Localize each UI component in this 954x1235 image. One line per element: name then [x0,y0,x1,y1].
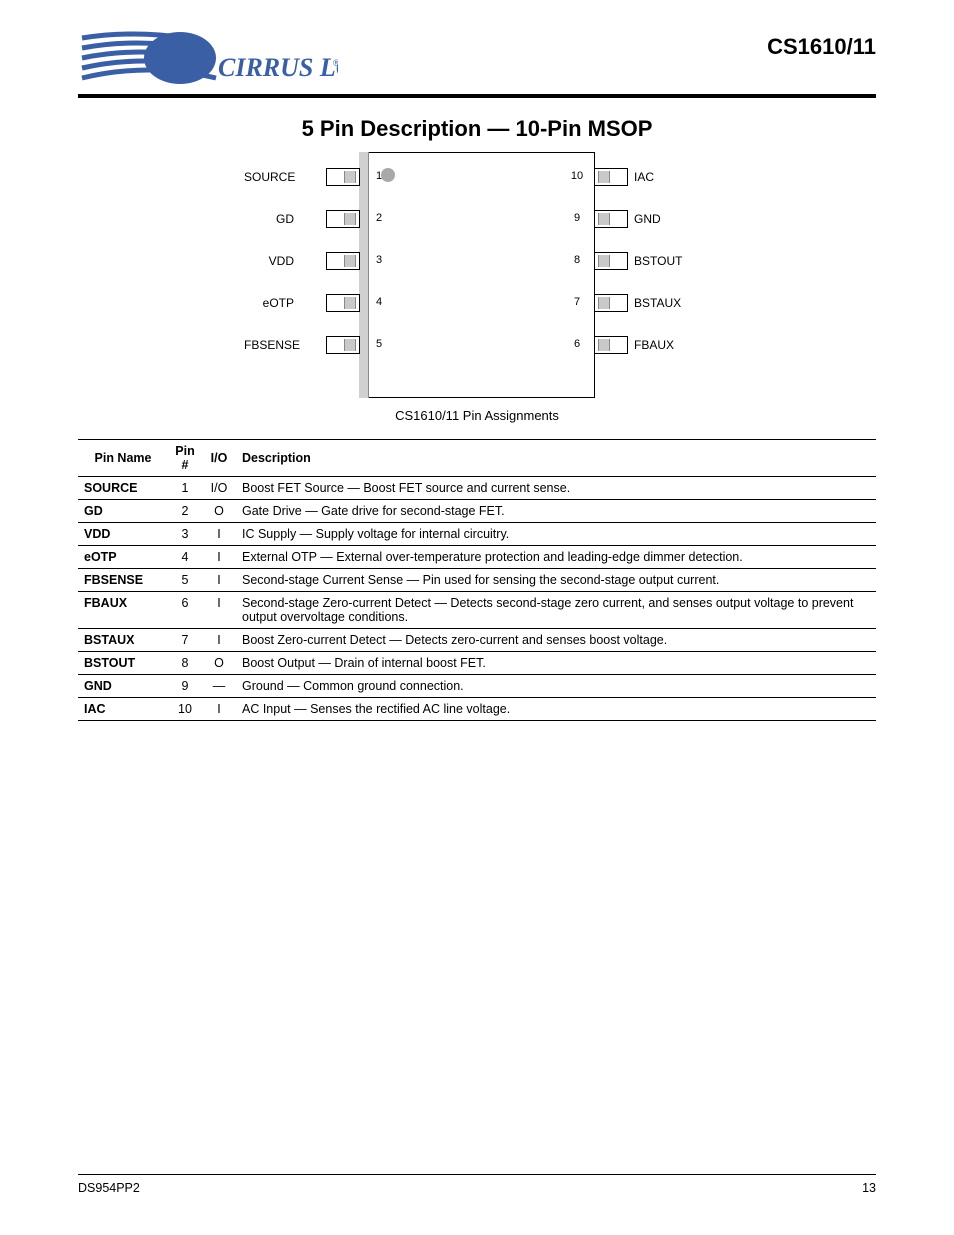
pin-number: 6 [570,338,584,350]
pin-number: 9 [570,212,584,224]
pin-number: 1 [372,170,386,182]
table-row: SOURCE1I/OBoost FET Source — Boost FET s… [78,477,876,500]
cell-desc: AC Input — Senses the rectified AC line … [236,698,876,721]
pin-label: VDD [244,254,294,268]
th-pin-name: Pin Name [78,440,168,477]
chip-pin [326,336,360,354]
chip-pin [594,210,628,228]
company-logo: CIRRUS LOGIC ® [78,28,338,88]
th-desc: Description [236,440,876,477]
cell-pin-num: 7 [168,629,202,652]
cell-desc: Second-stage Current Sense — Pin used fo… [236,569,876,592]
table-row: BSTOUT8OBoost Output — Drain of internal… [78,652,876,675]
cell-io: I/O [202,477,236,500]
cell-io: I [202,698,236,721]
cell-pin-name: eOTP [78,546,168,569]
cell-io: O [202,500,236,523]
pin-number: 5 [372,338,386,350]
table-row: GND9—Ground — Common ground connection. [78,675,876,698]
pin-label: eOTP [244,296,294,310]
table-row: BSTAUX7IBoost Zero-current Detect — Dete… [78,629,876,652]
cell-desc: Boost FET Source — Boost FET source and … [236,477,876,500]
pin-number: 3 [372,254,386,266]
pin-label: GD [244,212,294,226]
cell-pin-num: 4 [168,546,202,569]
pin-number: 4 [372,296,386,308]
chip-pin [594,252,628,270]
chip-diagram: SOURCE1GD2VDD3eOTP4FBSENSE5IAC10GND9BSTO… [302,152,652,398]
cell-pin-num: 1 [168,477,202,500]
cell-desc: Second-stage Zero-current Detect — Detec… [236,592,876,629]
cell-pin-name: GND [78,675,168,698]
chip-pin [594,294,628,312]
svg-text:®: ® [333,58,338,68]
pin-label: SOURCE [244,170,294,184]
table-row: VDD3IIC Supply — Supply voltage for inte… [78,523,876,546]
cell-pin-name: FBAUX [78,592,168,629]
chip-pin [326,168,360,186]
table-row: eOTP4IExternal OTP — External over-tempe… [78,546,876,569]
pin-description-table: Pin Name Pin # I/O Description SOURCE1I/… [78,439,876,721]
cell-desc: Boost Zero-current Detect — Detects zero… [236,629,876,652]
table-row: FBSENSE5ISecond-stage Current Sense — Pi… [78,569,876,592]
cell-pin-num: 2 [168,500,202,523]
pin-label: BSTOUT [634,254,690,268]
chip-pin [326,252,360,270]
cell-pin-name: BSTAUX [78,629,168,652]
cell-desc: IC Supply — Supply voltage for internal … [236,523,876,546]
cell-pin-name: FBSENSE [78,569,168,592]
cell-desc: External OTP — External over-temperature… [236,546,876,569]
cell-desc: Boost Output — Drain of internal boost F… [236,652,876,675]
th-pin-num: Pin # [168,440,202,477]
table-row: IAC10IAC Input — Senses the rectified AC… [78,698,876,721]
pin-number: 2 [372,212,386,224]
chip-pin [326,294,360,312]
header-rule [78,94,876,98]
pin-label: FBAUX [634,338,690,352]
cell-io: I [202,546,236,569]
cell-pin-name: SOURCE [78,477,168,500]
table-row: GD2OGate Drive — Gate drive for second-s… [78,500,876,523]
chip-pin [326,210,360,228]
cell-pin-name: VDD [78,523,168,546]
cell-pin-num: 9 [168,675,202,698]
page-footer: DS954PP2 13 [78,1174,876,1195]
svg-text:CIRRUS LOGIC: CIRRUS LOGIC [218,53,338,82]
cell-pin-name: GD [78,500,168,523]
cell-pin-num: 8 [168,652,202,675]
cell-pin-num: 6 [168,592,202,629]
section-title: 5 Pin Description — 10-Pin MSOP [78,116,876,142]
pin-number: 10 [570,170,584,182]
pin-label: BSTAUX [634,296,690,310]
table-row: FBAUX6ISecond-stage Zero-current Detect … [78,592,876,629]
cell-pin-num: 10 [168,698,202,721]
cell-io: I [202,592,236,629]
cell-pin-num: 3 [168,523,202,546]
th-io: I/O [202,440,236,477]
cell-pin-num: 5 [168,569,202,592]
diagram-caption: CS1610/11 Pin Assignments [78,408,876,423]
cell-io: I [202,569,236,592]
cell-io: I [202,523,236,546]
cell-pin-name: IAC [78,698,168,721]
pin-number: 7 [570,296,584,308]
pin-number: 8 [570,254,584,266]
part-number: CS1610/11 [767,34,876,60]
pin-label: FBSENSE [244,338,294,352]
chip-pin [594,336,628,354]
page-header: CIRRUS LOGIC ® CS1610/11 [78,28,876,88]
cell-desc: Gate Drive — Gate drive for second-stage… [236,500,876,523]
footer-doc-id: DS954PP2 [78,1181,140,1195]
cell-io: O [202,652,236,675]
cell-io: — [202,675,236,698]
footer-page-num: 13 [862,1181,876,1195]
cell-pin-name: BSTOUT [78,652,168,675]
pin-label: GND [634,212,690,226]
cell-desc: Ground — Common ground connection. [236,675,876,698]
chip-pin [594,168,628,186]
pin-label: IAC [634,170,690,184]
cell-io: I [202,629,236,652]
